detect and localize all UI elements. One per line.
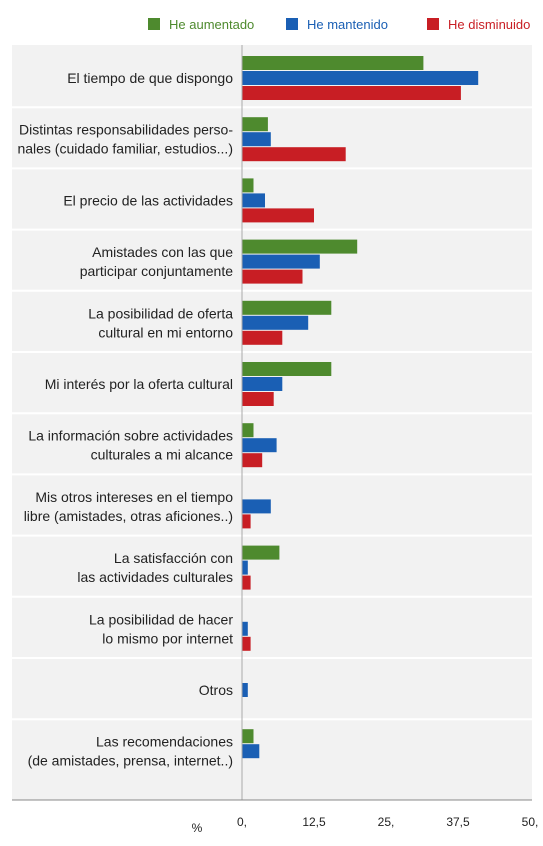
bar-he-aumentado <box>242 239 358 254</box>
category-label-line: (de amistades, prensa, internet..) <box>28 753 233 769</box>
bar-he-disminuido <box>242 269 303 284</box>
category-label: La posibilidad de hacer lo mismo por inte… <box>89 611 233 646</box>
category-label: La posibilidad de oferta cultural en mi e… <box>88 305 233 340</box>
x-tick-labels: 0, 12,5 25, 37,5 50, <box>237 815 538 829</box>
category-label: Mi interés por la oferta cultural <box>45 376 233 392</box>
category-label-line: las actividades culturales <box>77 569 233 585</box>
category-label-line: La posibilidad de oferta <box>88 305 233 321</box>
x-tick-label: 0, <box>237 815 247 829</box>
bar-he-disminuido <box>242 453 263 468</box>
bar-he-aumentado <box>242 545 280 560</box>
bar-he-disminuido <box>242 392 274 406</box>
category-label: La información sobre actividades cultural… <box>28 428 233 463</box>
x-tick-label: 50, <box>522 815 539 829</box>
bar-he-mantenido <box>242 683 248 697</box>
bar-he-mantenido <box>242 499 271 514</box>
category-label-line: cultural en mi entorno <box>98 324 233 340</box>
category-label-line: libre (amistades, otras aficiones..) <box>24 508 233 524</box>
bar-he-mantenido <box>242 621 248 636</box>
x-tick-label: 12,5 <box>302 815 326 829</box>
bar-he-mantenido <box>242 744 260 759</box>
category-label-line: participar conjuntamente <box>80 263 234 279</box>
bar-he-disminuido <box>242 575 251 590</box>
legend-label-he-mantenido: He mantenido <box>307 17 388 32</box>
category-label-line: Mis otros intereses en el tiempo <box>35 489 233 505</box>
category-label-line: nales (cuidado familiar, estudios...) <box>17 141 233 157</box>
bar-he-aumentado <box>242 117 268 132</box>
bar-he-mantenido <box>242 254 320 269</box>
category-label: Las recomendaciones (de amistades, prensa… <box>28 734 233 769</box>
bar-he-aumentado <box>242 729 254 744</box>
bar-he-mantenido <box>242 438 277 453</box>
bar-he-mantenido <box>242 132 271 147</box>
bar-he-aumentado <box>242 178 254 193</box>
bar-he-disminuido <box>242 514 251 529</box>
category-label: El precio de las actividades <box>63 192 233 208</box>
bar-he-mantenido <box>242 71 479 85</box>
category-label-line: Mi interés por la oferta cultural <box>45 376 233 392</box>
category-label-line: La información sobre actividades <box>28 428 233 444</box>
category-label-line: Otros <box>199 682 233 698</box>
bar-he-disminuido <box>242 86 461 100</box>
bar-he-disminuido <box>242 208 314 223</box>
bar-he-aumentado <box>242 362 332 376</box>
category-label-line: Las recomendaciones <box>96 734 233 750</box>
x-axis-label: % <box>192 821 203 835</box>
bar-he-disminuido <box>242 636 251 651</box>
legend: He aumentado He mantenido He disminuido <box>148 17 530 32</box>
bar-he-aumentado <box>242 423 254 438</box>
category-label-line: Distintas responsabilidades perso- <box>19 122 233 138</box>
category-label: El tiempo de que dispongo <box>67 70 233 86</box>
category-label-line: La posibilidad de hacer <box>89 611 233 627</box>
bar-he-mantenido <box>242 315 309 330</box>
bar-he-disminuido <box>242 330 283 345</box>
category-label: La satisfacción con las actividades cultu… <box>77 550 233 585</box>
category-label-line: lo mismo por internet <box>102 630 233 646</box>
category-label-line: culturales a mi alcance <box>91 447 234 463</box>
category-label: Distintas responsabilidades perso-nales … <box>17 122 233 157</box>
x-tick-label: 25, <box>378 815 395 829</box>
legend-swatch-he-aumentado <box>148 18 160 30</box>
legend-label-he-aumentado: He aumentado <box>169 17 254 32</box>
category-labels: El tiempo de que dispongo Distintas respo… <box>17 70 233 769</box>
x-tick-label: 37,5 <box>446 815 470 829</box>
legend-swatch-he-disminuido <box>427 18 439 30</box>
bar-he-disminuido <box>242 147 346 162</box>
bar-he-mantenido <box>242 560 248 575</box>
bar-he-aumentado <box>242 56 424 70</box>
bar-he-aumentado <box>242 300 332 315</box>
category-label: Otros <box>199 682 233 698</box>
category-label: Mis otros intereses en el tiempo libre (a… <box>24 489 234 524</box>
plot-area <box>12 45 532 800</box>
category-label: Amistades con las que participar conjunta… <box>80 244 234 279</box>
category-separators <box>12 106 532 721</box>
category-label-line: La satisfacción con <box>114 550 233 566</box>
bars <box>242 56 479 759</box>
bar-he-mantenido <box>242 377 283 391</box>
bar-he-mantenido <box>242 193 265 208</box>
legend-swatch-he-mantenido <box>286 18 298 30</box>
category-label-line: El tiempo de que dispongo <box>67 70 233 86</box>
category-label-line: Amistades con las que <box>92 244 233 260</box>
legend-label-he-disminuido: He disminuido <box>448 17 530 32</box>
category-label-line: El precio de las actividades <box>63 192 233 208</box>
